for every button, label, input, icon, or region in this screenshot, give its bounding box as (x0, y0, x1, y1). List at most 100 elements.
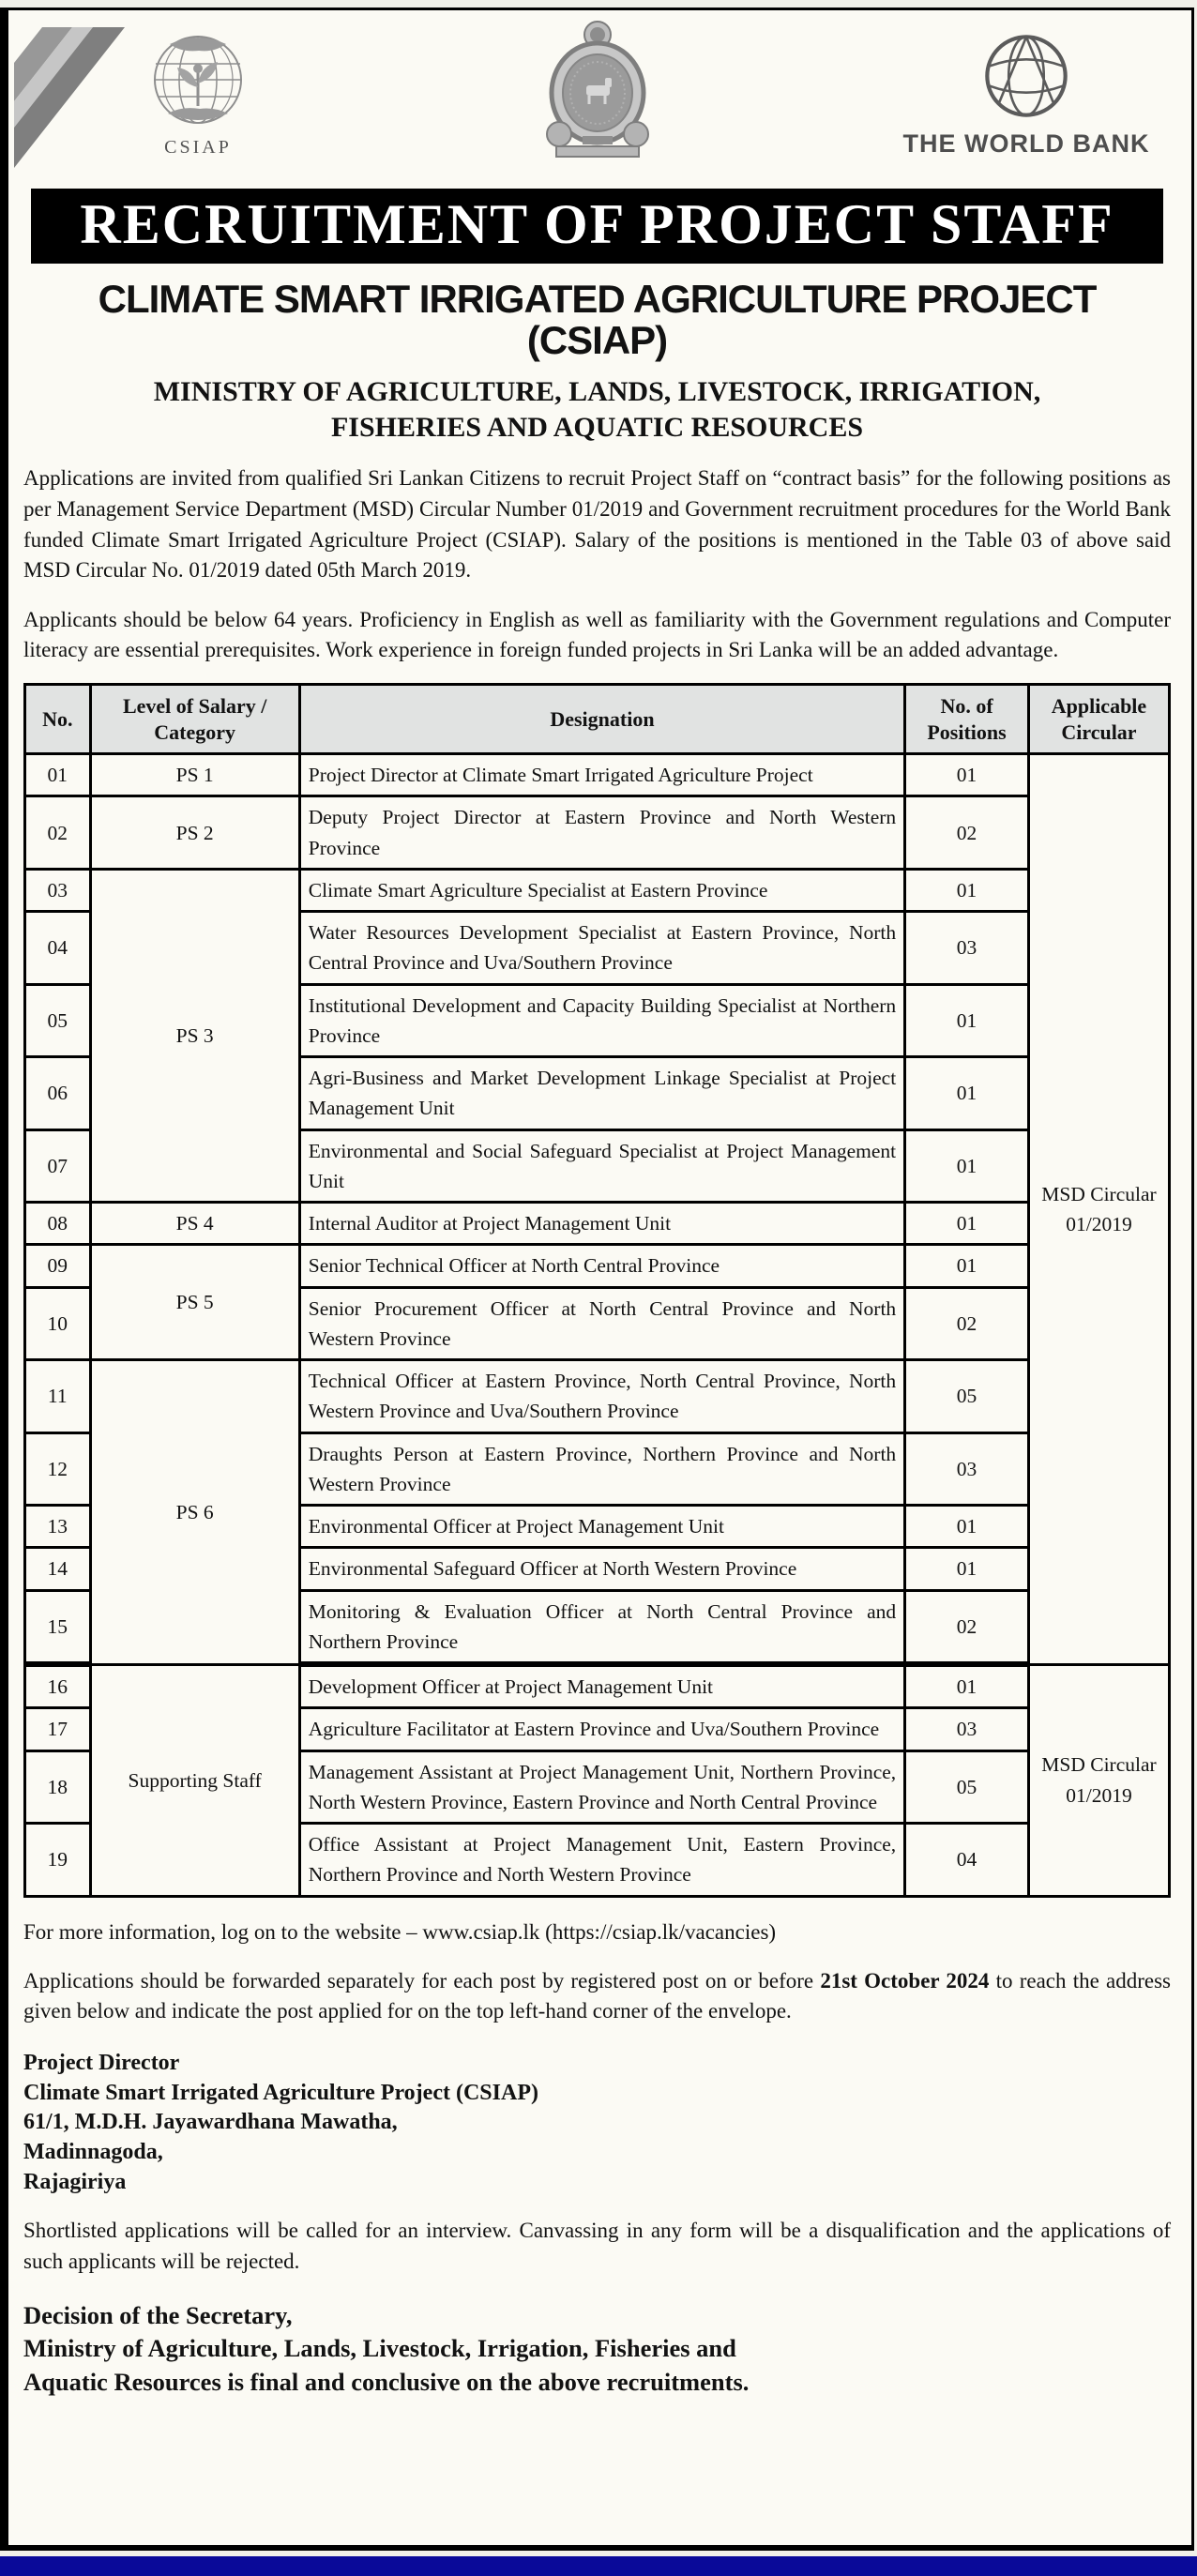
table-row: 16 Supporting Staff Development Officer … (23, 1662, 1172, 1898)
designation-cell: Technical Officer at Eastern Province, N… (297, 1358, 907, 1434)
decision-line-1: Decision of the Secretary, (23, 2300, 293, 2329)
salary-category-cell: PS 4 (88, 1201, 301, 1247)
designation-cell: Office Assistant at Project Management U… (297, 1822, 907, 1898)
salary-category-cell: PS 1 (88, 752, 301, 798)
table-row: 15 Monitoring & Evaluation Officer at No… (23, 1588, 1170, 1668)
header-no: No. (23, 683, 92, 756)
row-no: 12 (23, 1431, 92, 1508)
table-row: 08 PS 4 Internal Auditor at Project Mana… (23, 1201, 1170, 1247)
designation-cell: Water Resources Development Specialist a… (297, 910, 907, 986)
table-row: 05 Institutional Development and Capacit… (23, 982, 1170, 1059)
table-row: 12 Draughts Person at Eastern Province, … (23, 1431, 1170, 1508)
world-bank-label: THE WORLD BANK (902, 129, 1150, 158)
positions-cell: 01 (903, 1546, 1030, 1592)
positions-cell: 03 (903, 1706, 1030, 1752)
address-line-2: Climate Smart Irrigated Agriculture Proj… (23, 2080, 538, 2105)
salary-category-cell: PS 2 (88, 795, 301, 871)
website-info-line: For more information, log on to the webs… (23, 1919, 777, 1944)
row-no: 08 (23, 1201, 92, 1247)
positions-cell: 05 (903, 1749, 1030, 1826)
header-circular: Applicable Circular (1026, 683, 1172, 756)
positions-cell: 01 (903, 1504, 1030, 1550)
address-line-4: Madinnagoda, (23, 2139, 163, 2164)
header-positions: No. of Positions (903, 683, 1030, 756)
row-no: 03 (23, 867, 92, 914)
address-line-3: 61/1, M.D.H. Jayawardhana Mawatha, (23, 2110, 398, 2135)
header-salary-category: Level of Salary / Category (88, 683, 301, 756)
row-no: 11 (23, 1358, 92, 1434)
apply-text-after: to reach the address given below and ind… (23, 1968, 1171, 2023)
positions-cell: 02 (903, 1588, 1030, 1668)
logo-row: CSIAP (14, 16, 1171, 177)
row-no: 18 (23, 1749, 92, 1826)
positions-cell: 01 (903, 1662, 1030, 1710)
table-row: 14 Environmental Safeguard Officer at No… (23, 1546, 1170, 1592)
designation-cell: Internal Auditor at Project Management U… (297, 1201, 907, 1247)
table-row: 02 PS 2 Deputy Project Director at Easte… (23, 795, 1170, 871)
designation-cell: Environmental Officer at Project Managem… (297, 1504, 907, 1550)
positions-cell: 01 (903, 752, 1030, 798)
applicable-circular-cell: MSD Circular 01/2019 (1026, 1662, 1172, 1898)
positions-cell: 05 (903, 1358, 1030, 1434)
document-page: CSIAP (0, 8, 1194, 2551)
row-no: 04 (23, 910, 92, 986)
positions-cell: 03 (903, 910, 1030, 986)
table-row: 06 Agri-Business and Market Development … (23, 1055, 1170, 1131)
applicable-circular-cell: MSD Circular 01/2019 (1026, 752, 1172, 1666)
table-row: 13 Environmental Officer at Project Mana… (23, 1504, 1170, 1550)
positions-cell: 01 (903, 1201, 1030, 1247)
designation-cell: Monitoring & Evaluation Officer at North… (297, 1588, 907, 1668)
row-no: 19 (23, 1822, 92, 1898)
table-header-row: No. Level of Salary / Category Designati… (23, 683, 1172, 756)
row-no: 05 (23, 982, 92, 1059)
row-no: 17 (23, 1706, 92, 1752)
table-row: 17 Agriculture Facilitator at Eastern Pr… (23, 1706, 1170, 1752)
positions-cell: 01 (903, 867, 1030, 914)
designation-cell: Senior Procurement Officer at North Cent… (297, 1285, 907, 1362)
intro-paragraph-2: Applicants should be below 64 years. Pro… (23, 607, 1171, 662)
ministry-line-1: MINISTRY OF AGRICULTURE, LANDS, LIVESTOC… (153, 376, 1041, 408)
salary-category-cell: PS 6 (88, 1358, 301, 1666)
corner-stripes-decoration (14, 27, 155, 177)
table-row: 09 PS 5 Senior Technical Officer at Nort… (23, 1243, 1170, 1362)
ministry-title: MINISTRY OF AGRICULTURE, LANDS, LIVESTOC… (23, 374, 1171, 445)
row-no: 13 (23, 1504, 92, 1550)
positions-cell: 01 (903, 982, 1030, 1059)
header-designation: Designation (297, 683, 907, 756)
positions-cell: 01 (903, 1128, 1030, 1205)
sri-lanka-emblem-icon (538, 18, 658, 165)
banner-title: RECRUITMENT OF PROJECT STAFF (31, 189, 1163, 264)
intro-paragraph-1: Applications are invited from qualified … (23, 466, 1171, 583)
designation-cell: Environmental and Social Safeguard Speci… (297, 1128, 907, 1205)
row-no: 09 (23, 1243, 92, 1289)
table-row: 03 PS 3 Climate Smart Agriculture Specia… (23, 867, 1170, 1205)
designation-cell: Management Assistant at Project Manageme… (297, 1749, 907, 1826)
row-no: 07 (23, 1128, 92, 1205)
row-no: 06 (23, 1055, 92, 1131)
project-title: CLIMATE SMART IRRIGATED AGRICULTURE PROJ… (98, 277, 1098, 363)
salary-category-cell: PS 5 (88, 1243, 301, 1362)
table-row: 01 PS 1 Project Director at Climate Smar… (23, 752, 1172, 1666)
designation-cell: Institutional Development and Capacity B… (297, 982, 907, 1059)
designation-cell: Agriculture Facilitator at Eastern Provi… (297, 1706, 907, 1752)
row-no: 10 (23, 1285, 92, 1362)
designation-cell: Project Director at Climate Smart Irriga… (297, 752, 907, 798)
table-row: 10 Senior Procurement Officer at North C… (23, 1285, 1170, 1362)
salary-category-cell: PS 3 (88, 867, 301, 1205)
positions-cell: 03 (903, 1431, 1030, 1508)
row-no: 15 (23, 1588, 92, 1668)
designation-cell: Environmental Safeguard Officer at North… (297, 1546, 907, 1592)
designation-cell: Climate Smart Agriculture Specialist at … (297, 867, 907, 914)
table-row: 18 Management Assistant at Project Manag… (23, 1749, 1170, 1826)
world-bank-globe-icon (979, 35, 1073, 127)
designation-cell: Development Officer at Project Managemen… (297, 1662, 907, 1710)
row-no: 14 (23, 1546, 92, 1592)
address-line-1: Project Director (23, 2050, 180, 2075)
table-row: 07 Environmental and Social Safeguard Sp… (23, 1128, 1170, 1205)
shortlist-note: Shortlisted applications will be called … (23, 2219, 1171, 2273)
world-bank-logo: THE WORLD BANK (895, 29, 1158, 159)
csiap-globe-plant-icon (142, 36, 254, 138)
application-instructions: Applications should be forwarded separat… (23, 1966, 1171, 2027)
positions-table: No. Level of Salary / Category Designati… (23, 683, 1172, 1898)
row-no: 16 (23, 1662, 92, 1710)
